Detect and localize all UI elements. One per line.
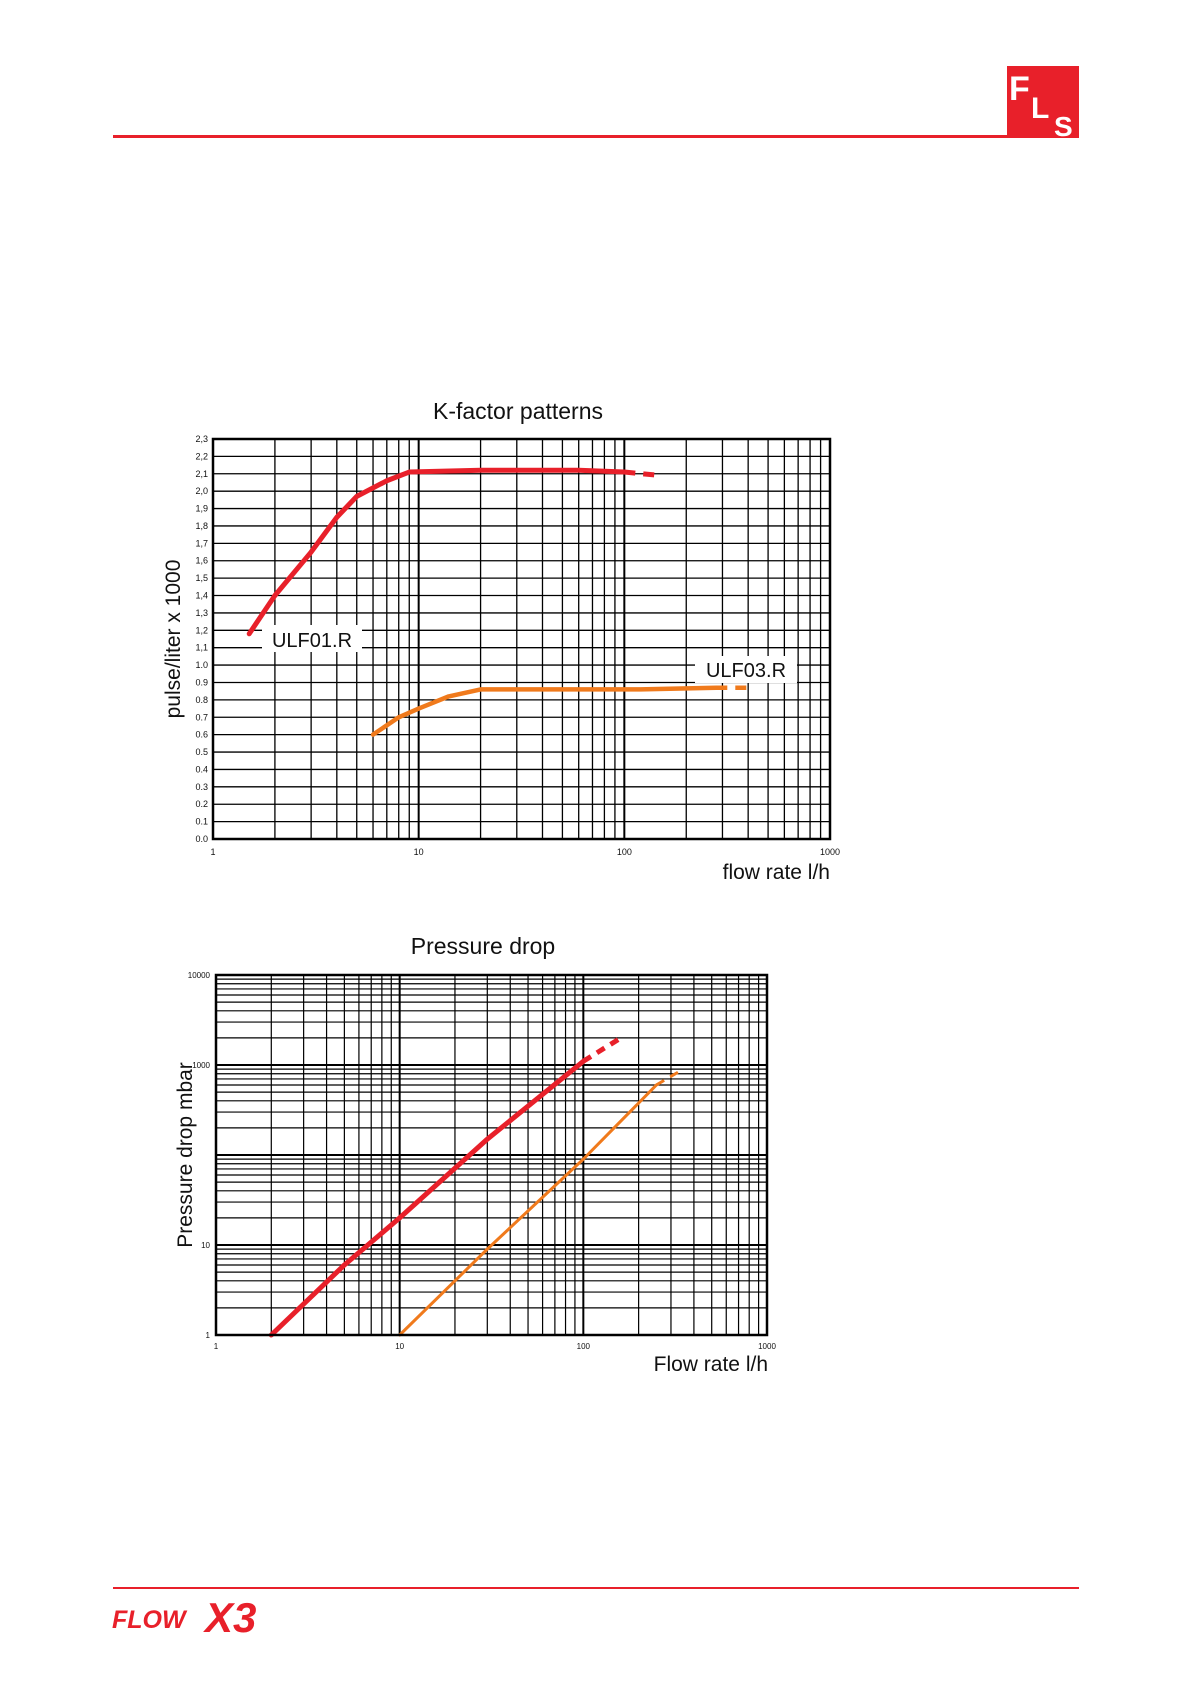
y-tick-label: 0.6: [195, 730, 208, 740]
k-factor-series: [246, 467, 749, 737]
series-line-extrapolated: [624, 469, 661, 479]
y-tick-label: 2,2: [195, 451, 208, 461]
y-tick-label: 10000: [188, 971, 211, 980]
k-factor-x-axis-label: flow rate l/h: [723, 861, 830, 884]
x-tick-label: 1000: [758, 1342, 776, 1351]
y-tick-label: 0.9: [195, 677, 208, 687]
y-tick-label: 0.8: [195, 695, 208, 705]
x-tick-label: 1: [214, 1342, 219, 1351]
fls-logo: F L S: [1007, 66, 1079, 138]
y-tick-label: 0.3: [195, 782, 208, 792]
y-tick-label: 1000: [192, 1061, 210, 1070]
y-tick-label: 2,1: [195, 469, 208, 479]
y-tick-label: 10: [201, 1241, 210, 1250]
svg-text:L: L: [1031, 92, 1049, 125]
pressure-drop-y-ticks: 1 10 1000 10000: [188, 971, 211, 1340]
y-tick-label: 1,7: [195, 538, 208, 548]
series-line: [370, 685, 719, 737]
pressure-drop-grid: [216, 975, 767, 1335]
k-factor-y-ticks: 0.0 0.1 0.2 0.3 0.4 0.5 0.6 0.7 0.8 0.9 1.0 1,1 1,2 1…: [195, 434, 208, 844]
y-tick-label: 1.0: [195, 660, 208, 670]
series-label-ulf03-text: ULF03.R: [706, 660, 786, 682]
pressure-drop-plot-frame: [214, 973, 769, 1337]
y-tick-label: 2,3: [195, 434, 208, 444]
pressure-drop-series: [268, 1035, 685, 1338]
y-tick-label: 1,2: [195, 625, 208, 635]
x-tick-label: 10: [414, 847, 424, 857]
k-factor-plot-frame: [211, 437, 832, 841]
y-tick-label: 1,8: [195, 521, 208, 531]
y-tick-label: 1,4: [195, 591, 208, 601]
y-tick-label: 2,0: [195, 486, 208, 496]
pressure-drop-chart-title: Pressure drop: [411, 933, 555, 959]
x-tick-label: 10: [395, 1342, 404, 1351]
x-tick-label: 1: [210, 847, 215, 857]
y-tick-label: 1,9: [195, 504, 208, 514]
svg-text:F: F: [1009, 70, 1030, 108]
pressure-drop-x-ticks: 1 10 100 1000: [214, 1342, 777, 1351]
svg-text:X3: X3: [203, 1594, 256, 1637]
y-tick-label: 0.0: [195, 834, 208, 844]
series-label-ulf01: ULF01.R: [262, 625, 362, 652]
pressure-drop-x-axis-label: Flow rate l/h: [654, 1353, 768, 1376]
k-factor-y-axis-label: pulse/liter x 1000: [162, 560, 185, 719]
svg-text:S: S: [1054, 111, 1073, 138]
k-factor-chart-title: K-factor patterns: [433, 398, 603, 424]
y-tick-label: 0.5: [195, 747, 208, 757]
x-tick-label: 1000: [820, 847, 840, 857]
svg-text:FLOW: FLOW: [112, 1606, 188, 1634]
y-tick-label: 1,3: [195, 608, 208, 618]
y-tick-label: 1: [206, 1331, 211, 1340]
series-line-extrapolated: [582, 1035, 623, 1064]
y-tick-label: 1,1: [195, 643, 208, 653]
series-line: [268, 1058, 586, 1338]
series-label-ulf03: ULF03.R: [695, 656, 797, 683]
y-tick-label: 1,5: [195, 573, 208, 583]
y-tick-label: 0.1: [195, 817, 208, 827]
flowx3-logo: FLOW X3: [112, 1594, 256, 1637]
k-factor-x-ticks: 1 10 100 1000: [210, 847, 840, 857]
x-tick-label: 100: [577, 1342, 591, 1351]
y-tick-label: 0.4: [195, 764, 208, 774]
y-tick-label: 0.7: [195, 712, 208, 722]
pressure-drop-chart: Pressure drop 1 10 1000 10000 1 10 100 1000 Fl…: [174, 933, 776, 1376]
series-line: [246, 467, 627, 637]
series-line: [398, 1083, 658, 1337]
x-tick-label: 100: [617, 847, 632, 857]
series-line-extrapolated: [655, 1067, 685, 1087]
header-rule: [113, 135, 1079, 138]
y-tick-label: 1,6: [195, 556, 208, 566]
y-tick-label: 0.2: [195, 799, 208, 809]
footer-rule: [113, 1587, 1079, 1589]
pressure-drop-y-axis-label: Pressure drop mbar: [174, 1062, 197, 1248]
series-label-ulf01-text: ULF01.R: [272, 630, 352, 652]
k-factor-chart: K-factor patterns 0.00.10.20.30.40.50.60…: [162, 398, 840, 884]
